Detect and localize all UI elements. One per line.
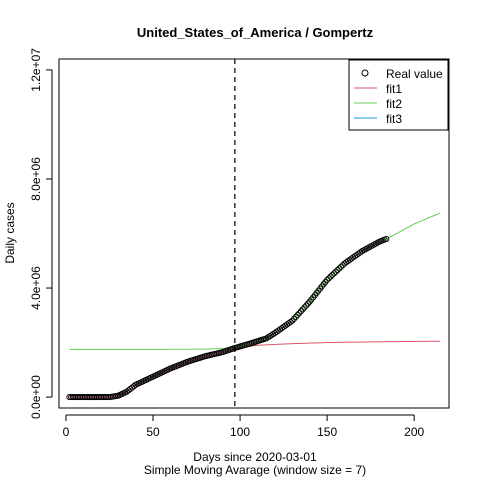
series-line-fit2: [69, 212, 441, 350]
data-point: [290, 315, 298, 322]
data-point: [334, 266, 341, 274]
data-point: [332, 268, 339, 275]
data-point: [292, 313, 299, 320]
data-point: [336, 265, 343, 272]
x-tick-label: 0: [63, 425, 70, 439]
legend: Real value fit1 fit2 fit3: [348, 59, 449, 131]
data-point: [337, 263, 345, 270]
y-tick-label: 0.0e+00: [29, 375, 43, 419]
y-tick-label: 8.0e+06: [29, 157, 43, 201]
x-axis-label: Days since 2020-03-01: [193, 450, 317, 464]
series-points-real-value: [66, 235, 390, 401]
chart-title: United_States_of_America / Gompertz: [137, 25, 374, 40]
legend-real-value-marker: [361, 69, 369, 77]
chart-marks: [66, 59, 441, 408]
data-point: [297, 308, 305, 315]
data-point: [383, 235, 390, 242]
y-tick-label: 1.2e+07: [29, 48, 43, 92]
data-point: [304, 300, 312, 307]
data-point: [325, 275, 332, 282]
y-axis-label: Daily cases: [3, 202, 17, 263]
series-line-fit1: [69, 340, 441, 398]
legend-label-fit3: fit3: [386, 112, 402, 126]
legend-label-fit1: fit1: [386, 82, 402, 96]
data-point: [324, 276, 331, 283]
data-point: [294, 311, 301, 319]
x-tick-label: 100: [230, 425, 250, 439]
x-tick-label: 200: [404, 425, 424, 439]
data-point: [299, 306, 306, 313]
plot-area-border: [58, 58, 450, 409]
data-point: [289, 317, 296, 324]
y-tick-label: 4.0e+06: [29, 266, 43, 310]
x-tick-label: 150: [317, 425, 337, 439]
data-point: [303, 302, 310, 309]
y-axis: 0.0e+00 4.0e+06 8.0e+06 1.2e+07: [29, 48, 53, 419]
data-point: [327, 273, 334, 280]
x-axis: 0 50 100 150 200: [63, 414, 425, 439]
data-point: [331, 270, 338, 277]
legend-label-real-value: Real value: [386, 67, 443, 81]
chart-subtitle: Simple Moving Avarage (window size = 7): [144, 463, 366, 477]
legend-label-fit2: fit2: [386, 97, 402, 111]
data-point: [329, 271, 336, 278]
x-tick-label: 50: [146, 425, 160, 439]
data-point: [296, 310, 303, 317]
data-point: [301, 304, 308, 311]
data-point: [287, 318, 294, 326]
